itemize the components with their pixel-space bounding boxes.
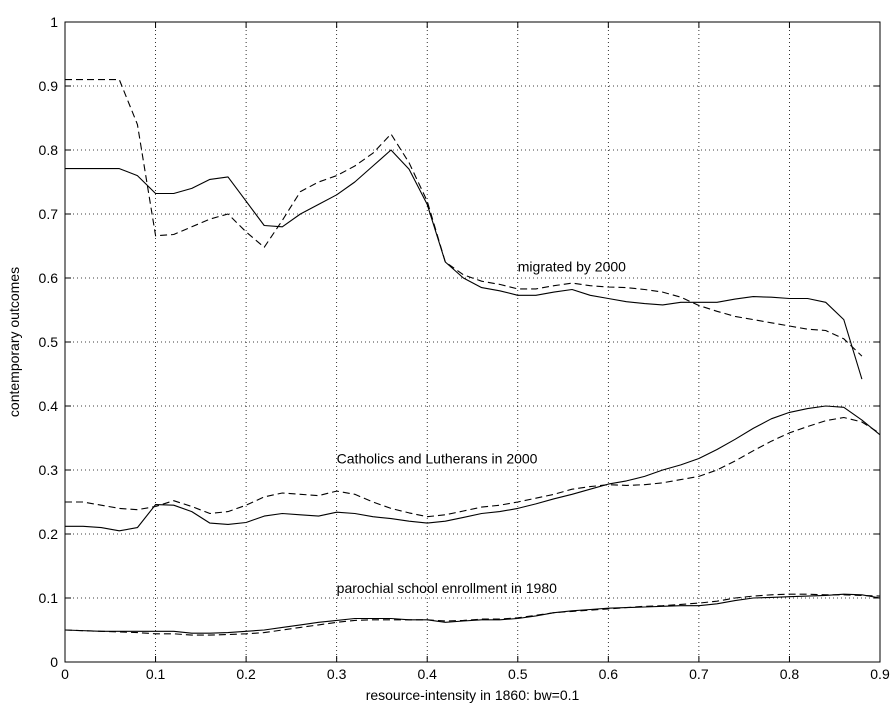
x-tick-label: 0.8 [780,666,800,682]
x-tick-label: 0.4 [417,666,437,682]
annotation-label: parochial school enrollment in 1980 [337,580,557,596]
y-tick-label: 0 [50,654,58,670]
y-tick-label: 0.1 [39,590,59,606]
x-tick-label: 0.3 [327,666,347,682]
x-tick-label: 0.2 [236,666,256,682]
axis-ticks [64,21,881,663]
y-axis-label: contemporary outcomes [6,267,22,417]
y-tick-label: 0.5 [39,334,59,350]
y-tick-labels: 0 0.1 0.2 0.3 0.4 0.5 0.6 0.7 0.8 0.9 1 [39,14,59,670]
annotation-label: migrated by 2000 [518,259,626,275]
x-tick-label: 0.6 [599,666,619,682]
y-tick-label: 0.4 [39,398,59,414]
solid-series-line-5 [64,593,881,634]
solid-series-line-3 [65,405,881,532]
y-tick-label: 1 [50,14,58,30]
x-tick-label: 0.9 [870,666,890,682]
dashed-series-line-6 [64,593,881,636]
y-tick-label: 0.3 [39,462,59,478]
y-tick-label: 0.2 [39,526,59,542]
x-tick-label: 0.1 [146,666,166,682]
y-tick-label: 0.8 [39,142,59,158]
annotation-label: Catholics and Lutherans in 2000 [337,451,538,467]
y-tick-label: 0.6 [39,270,59,286]
x-axis-label: resource-intensity in 1860: bw=0.1 [366,687,580,703]
solid-series-line-1 [65,149,863,380]
x-tick-label: 0.7 [689,666,709,682]
x-tick-labels: 0 0.1 0.2 0.3 0.4 0.5 0.6 0.7 0.8 0.9 [61,666,890,682]
x-tick-label: 0.5 [508,666,528,682]
dashed-series-line-4 [65,416,881,518]
annotations: migrated by 2000 Catholics and Lutherans … [337,259,627,596]
dashed-series-line-2 [65,79,863,357]
grid [65,22,880,662]
x-tick-label: 0 [61,666,69,682]
y-tick-label: 0.7 [39,206,59,222]
y-tick-label: 0.9 [39,78,59,94]
series-group [64,79,881,636]
